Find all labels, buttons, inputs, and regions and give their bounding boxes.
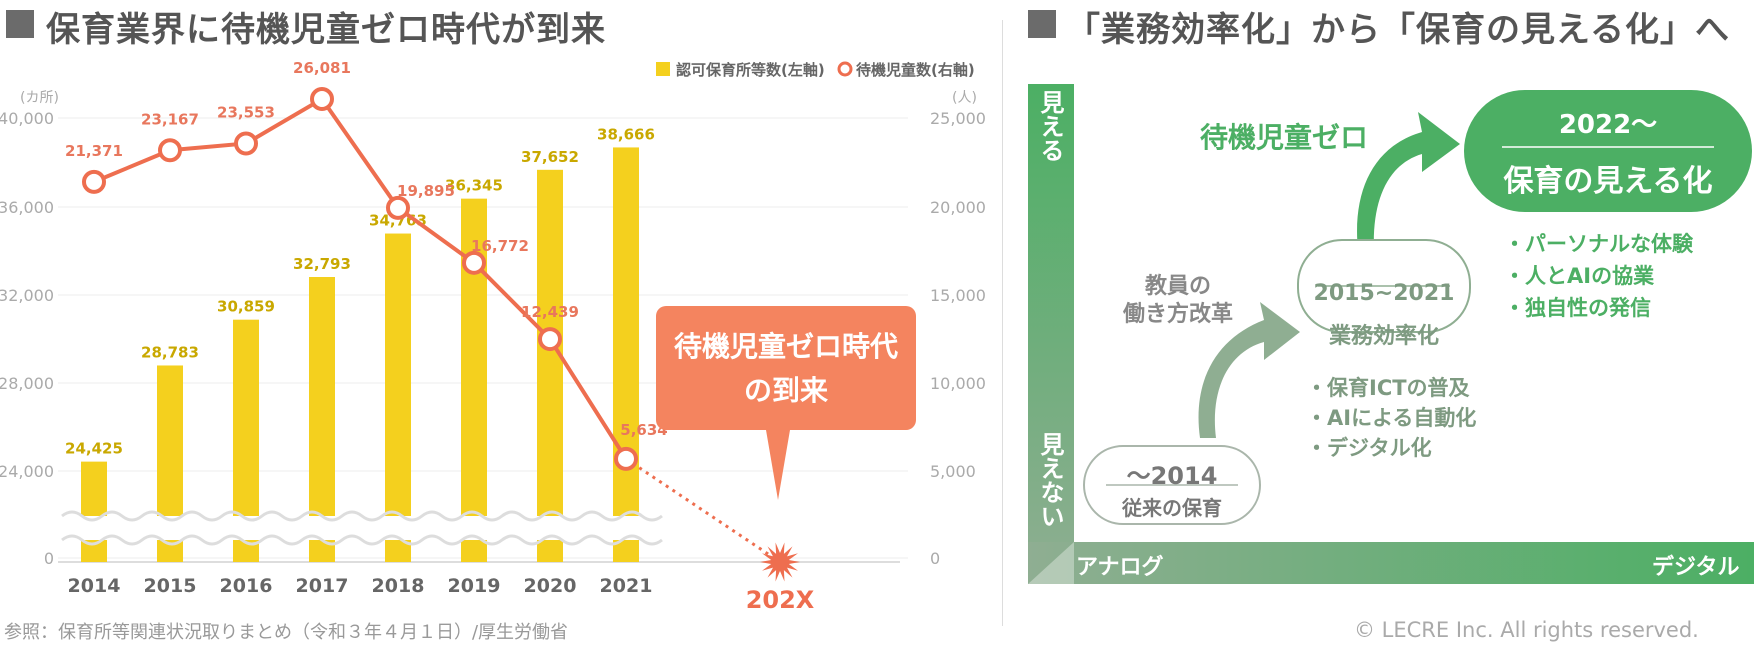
legend-swatch-bars [656,62,670,76]
bar [81,461,107,562]
heading-marker-right [1028,10,1056,38]
left-tick-label: 36,000 [0,198,54,217]
line-point [158,138,182,163]
line-series [93,96,628,460]
copyright: © LECRE Inc. All rights reserved. [1354,618,1699,642]
line-value-label: 16,772 [471,237,529,255]
arrow1-label-line2: 働き方改革 [1122,302,1233,327]
right-axis-unit: (人) [952,90,977,106]
right-heading: 「業務効率化」から「保育の見える化」へ [1066,10,1730,50]
legend-label-bars: 認可保育所等数(左軸) [676,61,825,79]
line-point [462,250,486,275]
y-axis-top-label: 見える [1036,90,1064,162]
bar-value-label: 24,425 [65,440,123,458]
line-value-label: 26,081 [293,59,351,77]
right-tick-label: 0 [930,549,940,568]
stage3-title: 2022〜 [1558,110,1658,140]
right-tick-label: 25,000 [930,109,986,128]
future-year-label: 202X [746,586,815,614]
stage3-bullet-1: ・パーソナルな体験 [1504,232,1693,256]
bar-value-label: 30,859 [217,298,275,316]
bar-value-label: 28,783 [141,343,199,361]
x-tick-label: 2021 [600,575,653,597]
axis-break-wave-bottom [61,534,663,546]
bar-line-chart: 40,000 36,000 32,000 28,000 24,000 0 (カ所) 25,00… [0,59,986,614]
stage3-box [1464,90,1752,212]
callout-bubble [656,306,916,500]
x-tick-label: 2015 [144,575,197,597]
right-tick-label: 15,000 [930,286,986,305]
x-tick-label: 2014 [68,575,121,597]
bar [385,233,411,562]
stage2-bullet-3: ・デジタル化 [1306,436,1432,460]
stage2-title: 2015~2021 [1313,281,1455,306]
left-tick-label: 24,000 [0,462,54,481]
line-value-label: 23,167 [141,110,199,128]
left-heading: 保育業界に待機児童ゼロ時代が到来 [46,10,606,50]
arrow-1 [1198,302,1300,438]
evolution-diagram [1028,84,1754,584]
x-tick-label: 2020 [524,575,577,597]
x-tick-label: 2019 [448,575,501,597]
stage3-bullet-3: ・独自性の発信 [1504,296,1651,320]
zero-burst-icon [760,542,800,582]
line-point [310,86,334,111]
bar-value-label: 36,345 [445,177,503,195]
line-value-label: 12,439 [521,303,579,321]
y-axis-bar [1028,84,1074,584]
line-point [538,327,562,352]
stage1-subtitle: 従来の保育 [1122,496,1222,520]
x-axis-left-label: アナログ [1076,555,1164,580]
bar-value-label: 38,666 [597,125,655,143]
stage3-subtitle: 保育の見える化 [1503,164,1713,199]
x-axis-bar [1028,542,1754,584]
x-tick-label: 2018 [372,575,425,597]
x-axis-right-label: デジタル [1652,555,1740,580]
left-tick-label: 28,000 [0,374,54,393]
left-tick-label: 32,000 [0,286,54,305]
line-point [234,131,258,156]
heading-marker-left [6,10,34,38]
line-point [614,446,638,471]
bar-value-label: 32,793 [293,255,351,273]
axis-break-wave-top [61,510,663,522]
arrow1-label-line1: 教員の [1144,274,1211,299]
callout-text-line1: 待機児童ゼロ時代 [674,330,898,363]
source-note: 参照：保育所等関連状況取りまとめ（令和３年４月１日）/厚生労働省 [4,622,569,643]
x-tick-label: 2016 [220,575,273,597]
stage2-bullet-1: ・保育ICTの普及 [1306,376,1470,400]
bar [537,169,563,563]
left-tick-label: 0 [44,549,54,568]
line-point [82,169,106,194]
line-value-label: 5,634 [620,421,667,439]
left-axis-unit: (カ所) [20,90,59,106]
bar [613,147,639,562]
line-value-label: 21,371 [65,142,123,160]
callout-text-line2: の到来 [744,374,828,407]
legend-swatch-line [837,61,853,77]
line-point [386,195,410,220]
left-tick-label: 40,000 [0,109,54,128]
right-tick-label: 20,000 [930,198,986,217]
stage3-bullet-2: ・人とAIの協業 [1504,264,1655,288]
legend-label-line: 待機児童数(右軸) [856,61,975,79]
right-tick-label: 5,000 [930,462,976,481]
arrow-2 [1357,112,1460,250]
line-value-label: 23,553 [217,103,275,121]
axis-corner [1028,542,1074,584]
panel-divider [1002,20,1003,626]
projection-line [625,457,781,564]
right-tick-label: 10,000 [930,374,986,393]
y-axis-bottom-label: 見えない [1036,432,1064,528]
x-tick-label: 2017 [296,575,349,597]
stage2-bullet-2: ・AIによる自動化 [1306,406,1477,430]
arrow2-label: 待機児童ゼロ [1200,121,1369,154]
bar-value-label: 37,652 [521,148,579,166]
line-value-label: 19,895 [397,182,455,200]
stage1-title: 〜2014 [1126,462,1218,490]
stage2-subtitle: 業務効率化 [1328,324,1439,349]
